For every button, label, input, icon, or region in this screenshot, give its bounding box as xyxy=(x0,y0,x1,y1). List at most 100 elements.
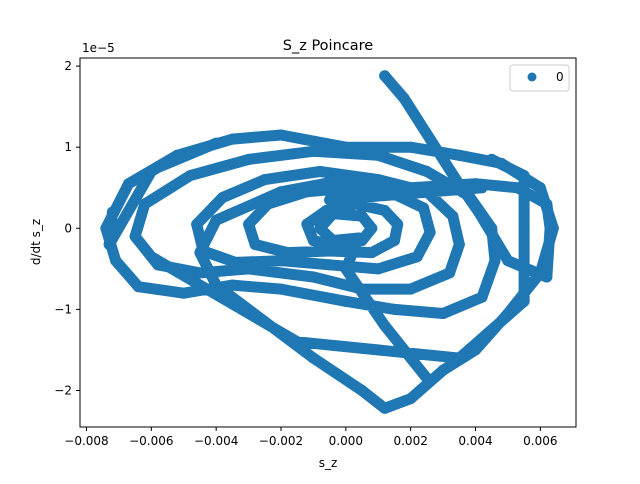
scatter-point xyxy=(453,239,465,250)
scatter-point xyxy=(340,141,352,153)
scatter-point xyxy=(421,166,433,177)
scatter-point xyxy=(210,279,222,291)
scatter-point xyxy=(518,170,530,182)
scatter-point xyxy=(495,157,507,169)
x-tick-label: −0.008 xyxy=(64,434,108,448)
scatter-point xyxy=(191,218,203,230)
x-tick-label: 0.004 xyxy=(458,434,492,448)
scatter-point xyxy=(243,263,255,275)
scatter-point xyxy=(103,239,115,250)
x-tick-label: 0.006 xyxy=(523,434,557,448)
scatter-point xyxy=(421,372,433,384)
scatter-point xyxy=(547,222,559,234)
legend: 0 xyxy=(509,64,570,92)
scatter-point xyxy=(129,230,141,242)
scatter-point xyxy=(139,198,151,210)
scatter-point xyxy=(405,283,417,295)
scatter-point xyxy=(541,198,553,210)
scatter-point xyxy=(346,182,358,194)
scatter-point xyxy=(405,141,417,153)
scatter-point xyxy=(132,281,144,293)
y-tick-label: 1 xyxy=(64,140,72,154)
scatter-point xyxy=(476,291,488,303)
scatter-point xyxy=(502,255,514,267)
scatter-point xyxy=(444,267,456,279)
scatter-point xyxy=(450,174,462,186)
scatter-point xyxy=(473,206,485,218)
scatter-point xyxy=(282,247,293,259)
scatter-point xyxy=(230,256,242,268)
scatter-point xyxy=(470,344,481,356)
scatter-point xyxy=(275,283,287,295)
scatter-point xyxy=(486,153,498,165)
scatter-point xyxy=(379,205,391,216)
scatter-point xyxy=(418,202,430,214)
y-axis-ticks: −2 −1 0 1 2 xyxy=(54,59,80,398)
scatter-point xyxy=(437,308,449,319)
scatter-point xyxy=(379,402,391,414)
scatter-point xyxy=(389,303,400,315)
x-tick-label: −0.004 xyxy=(194,434,238,448)
scatter-point xyxy=(340,263,352,275)
scatter-point xyxy=(152,162,164,173)
scatter-point xyxy=(405,182,417,194)
scatter-point xyxy=(534,182,546,194)
scatter-point xyxy=(350,198,362,210)
scatter-point xyxy=(152,259,164,271)
x-tick-label: 0.000 xyxy=(329,434,363,448)
legend-frame xyxy=(509,64,570,92)
scatter-point xyxy=(197,245,209,257)
scatter-point xyxy=(275,186,287,198)
legend-marker xyxy=(527,72,537,82)
scatter-point xyxy=(411,251,423,263)
scatter-point xyxy=(259,174,271,186)
scatter-point xyxy=(389,235,400,246)
scatter-point xyxy=(453,352,465,364)
x-tick-label: −0.006 xyxy=(129,434,173,448)
scatter-point xyxy=(314,222,326,234)
x-tick-label: 0.002 xyxy=(393,434,427,448)
scatter-point xyxy=(502,308,514,319)
scatter-point xyxy=(307,145,319,157)
scatter-point xyxy=(178,287,190,299)
scatter-point xyxy=(307,271,319,283)
plot-frame xyxy=(79,57,577,428)
scatter-point xyxy=(379,320,391,332)
scatter-point xyxy=(243,218,255,230)
scatter-trail xyxy=(100,70,559,414)
scatter-point xyxy=(476,182,488,194)
scatter-point xyxy=(324,259,336,271)
y-axis-label: d/dt s_z xyxy=(29,219,43,265)
scatter-point xyxy=(275,255,287,267)
scatter-point xyxy=(291,336,303,348)
scatter-point xyxy=(301,186,313,198)
scatter-point xyxy=(398,93,410,104)
scatter-point xyxy=(106,206,118,218)
scatter-point xyxy=(275,129,287,141)
scatter-point xyxy=(534,267,546,279)
scatter-point xyxy=(210,137,222,149)
scatter-point xyxy=(324,194,336,206)
y-tick-label: −2 xyxy=(54,384,72,398)
scatter-point xyxy=(366,247,378,259)
scatter-point xyxy=(123,178,135,190)
scatter-point xyxy=(405,352,417,364)
legend-entry-label: 0 xyxy=(556,70,564,84)
scatter-point xyxy=(392,218,404,230)
scatter-points xyxy=(100,70,559,414)
scatter-point xyxy=(301,218,313,230)
scatter-point xyxy=(249,239,261,250)
scatter-point xyxy=(405,393,417,405)
scatter-point xyxy=(366,222,378,234)
scatter-point xyxy=(110,255,122,267)
scatter-point xyxy=(243,153,255,165)
scatter-point xyxy=(327,208,339,220)
scatter-point xyxy=(453,149,465,161)
scatter-point xyxy=(194,267,206,279)
scatter-point xyxy=(340,174,352,186)
scatter-point xyxy=(379,70,391,82)
y-axis-offset-text: 1e−5 xyxy=(82,41,115,55)
scatter-point xyxy=(145,251,157,263)
